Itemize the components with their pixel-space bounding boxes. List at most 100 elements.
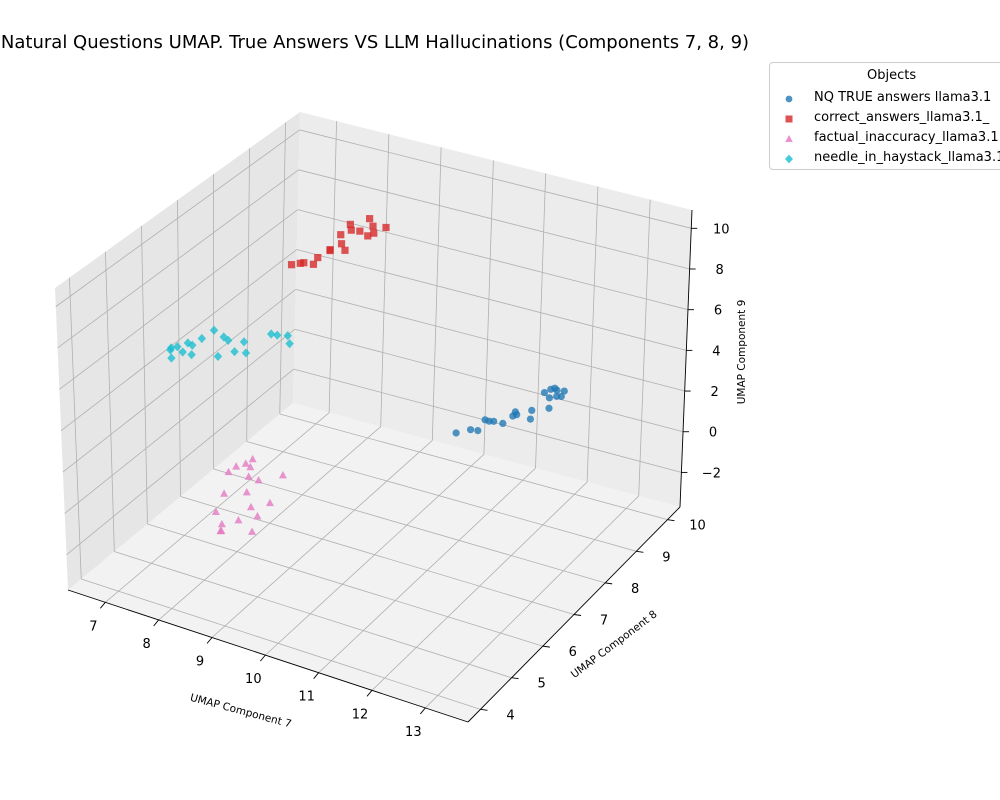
data-point [209, 325, 219, 335]
y-gridline-floor [81, 578, 481, 710]
z-gridline-back [295, 289, 685, 392]
data-point [183, 338, 193, 348]
z-tick-label: 6 [714, 304, 722, 319]
data-point [540, 388, 549, 397]
data-point [253, 511, 262, 520]
data-point [216, 526, 225, 535]
y-tick-label: 8 [631, 582, 639, 597]
data-point [560, 387, 568, 395]
y-tick-label: 5 [538, 677, 546, 692]
legend-item-factual-inaccuracy: factual_inaccuracy_llama3.1 [780, 130, 1000, 148]
data-point [217, 519, 226, 528]
data-point [347, 226, 355, 234]
z-tick-label: 0 [709, 426, 717, 441]
x-gridline-back [483, 160, 494, 455]
data-point [248, 454, 257, 463]
x-tick-label: 9 [196, 655, 204, 670]
data-point [283, 331, 292, 341]
x-axis-line [67, 589, 469, 723]
tick-mark [511, 677, 519, 680]
tick-mark [573, 614, 582, 616]
data-point [326, 246, 334, 254]
axes-grid [55, 121, 692, 710]
z-gridline-wall [66, 368, 295, 556]
data-point [370, 229, 378, 237]
x-tick-label: 7 [89, 619, 97, 634]
data-point [173, 342, 182, 352]
data-point [481, 416, 489, 424]
legend-title: Objects [867, 68, 917, 83]
z-tick-label: 4 [712, 344, 720, 359]
tick-mark [153, 619, 160, 627]
data-point [197, 333, 207, 344]
data-point [239, 337, 249, 347]
data-point [466, 426, 475, 434]
data-points [166, 215, 568, 535]
data-point [178, 347, 187, 357]
data-point [219, 332, 228, 342]
tick-mark [366, 690, 373, 697]
data-point [356, 227, 364, 235]
legend-label: correct_answers_llama3.1_ [814, 110, 990, 125]
data-point [167, 353, 176, 363]
x-gridline-back [380, 134, 390, 427]
y-axis-label: UMAP Component 8 [569, 608, 660, 681]
data-point [528, 406, 536, 415]
x-tick-label: 10 [245, 672, 262, 687]
z-gridline-back [299, 129, 692, 229]
data-point [557, 392, 565, 401]
tick-mark [667, 519, 675, 522]
data-point [230, 347, 239, 357]
y-gridline-wall [105, 251, 115, 552]
y-tick-label: 10 [689, 519, 706, 534]
x-gridline-back [431, 147, 442, 441]
y-gridline-wall [141, 225, 148, 525]
axes-panes [55, 112, 692, 722]
diamond-marker-icon [785, 154, 793, 164]
legend-label: factual_inaccuracy_llama3.1 [814, 130, 999, 145]
data-point [220, 489, 229, 497]
data-point [452, 429, 460, 437]
x-gridline-back [535, 173, 547, 469]
legend-label: NQ TRUE answers llama3.1 [814, 90, 992, 105]
z-tick-label: 10 [713, 222, 730, 237]
back-wall-pane [293, 112, 692, 507]
z-tick-label: 8 [715, 263, 723, 278]
z-gridline-back [297, 209, 689, 311]
data-point [242, 487, 251, 496]
data-point [246, 502, 255, 511]
y-gridline-floor [213, 468, 606, 584]
data-point [545, 404, 553, 412]
y-gridline-wall [69, 277, 82, 580]
circle-marker-icon [785, 95, 793, 103]
data-point [278, 470, 287, 479]
data-point [547, 385, 555, 393]
z-axis-label: UMAP Component 9 [736, 300, 748, 405]
data-point [213, 351, 223, 362]
z-gridline-wall [64, 328, 296, 514]
y-tick-label: 4 [506, 708, 514, 723]
data-point [187, 350, 196, 360]
data-point [309, 260, 318, 268]
z-gridline-wall [57, 169, 299, 349]
data-point [509, 412, 517, 420]
x-gridline-back [586, 186, 599, 483]
y-gridline-floor [147, 523, 543, 647]
z-gridline-wall [60, 249, 297, 432]
tick-mark [259, 654, 266, 662]
tick-mark [419, 707, 426, 715]
data-point [188, 340, 197, 350]
tick-mark [99, 602, 106, 609]
series-factual_inaccuracy_llama3.1 [211, 454, 287, 535]
tick-mark [206, 637, 213, 644]
data-point [526, 415, 535, 423]
z-axis-line [679, 209, 693, 508]
series-needle_in_haystack_llama3.1 [166, 325, 294, 363]
data-point [314, 253, 322, 262]
axis-ticks: 7 8 9 10 11 12 13 4 5 6 7 8 9 10 −2 0 2 4 6 8 10 [89, 222, 729, 740]
y-gridline-floor [279, 413, 668, 521]
data-point [366, 215, 374, 223]
data-point [553, 386, 561, 394]
data-point [337, 231, 345, 239]
